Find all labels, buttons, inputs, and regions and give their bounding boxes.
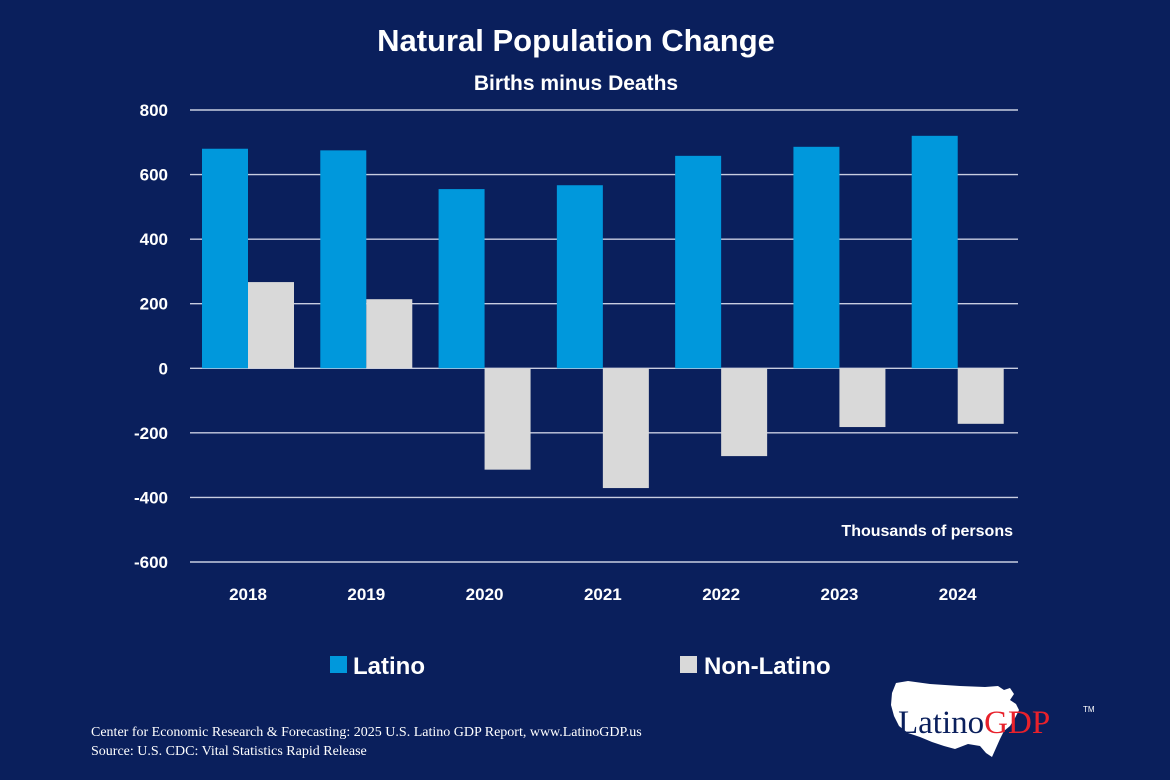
x-axis-ticks: 2018 2019 2020 2021 2022 2023 2024 <box>229 585 977 604</box>
y-tick-label: 400 <box>140 230 168 249</box>
latinogdp-logo: LatinoGDP TM <box>891 681 1095 757</box>
chart-subtitle: Births minus Deaths <box>474 72 678 95</box>
footer-source: Source: U.S. CDC: Vital Statistics Rapid… <box>91 744 367 759</box>
footer-credit: Center for Economic Research & Forecasti… <box>91 725 642 740</box>
bar-latino-2019 <box>320 150 367 369</box>
x-tick-label: 2023 <box>821 585 859 604</box>
legend-label-latino: Latino <box>353 653 425 680</box>
x-tick-label: 2022 <box>702 585 740 604</box>
bar-non-latino-2021 <box>602 368 649 489</box>
svg-text:LatinoGDP: LatinoGDP <box>898 705 1050 741</box>
bar-latino-2024 <box>911 135 958 369</box>
bar-latino-2021 <box>556 185 603 369</box>
x-tick-label: 2018 <box>229 585 267 604</box>
y-tick-label: 600 <box>140 166 168 185</box>
x-tick-label: 2020 <box>466 585 504 604</box>
x-tick-label: 2024 <box>939 585 977 604</box>
bar-latino-2022 <box>675 155 722 369</box>
units-label: Thousands of persons <box>841 523 1013 540</box>
bar-non-latino-2022 <box>721 368 768 457</box>
y-tick-label: 200 <box>140 295 168 314</box>
bar-non-latino-2023 <box>839 368 886 428</box>
bar-non-latino-2024 <box>957 368 1004 424</box>
legend-swatch-latino <box>330 656 347 673</box>
bars <box>202 135 1004 489</box>
legend: Latino Non-Latino <box>330 653 831 680</box>
x-tick-label: 2019 <box>347 585 385 604</box>
legend-swatch-non-latino <box>680 656 697 673</box>
bar-latino-2023 <box>793 146 840 369</box>
bar-latino-2018 <box>202 148 248 369</box>
bar-non-latino-2019 <box>366 299 413 369</box>
logo-trademark: TM <box>1083 705 1095 714</box>
y-tick-label: -400 <box>134 488 168 507</box>
y-axis-ticks: 800 600 400 200 0 -200 -400 -600 <box>134 101 168 572</box>
logo-text-latino: Latino <box>898 705 984 741</box>
y-tick-label: -600 <box>134 553 168 572</box>
bar-non-latino-2018 <box>248 282 294 369</box>
y-tick-label: -200 <box>134 424 168 443</box>
bar-non-latino-2020 <box>484 368 531 470</box>
y-tick-label: 0 <box>159 359 168 378</box>
logo-text-gdp: GDP <box>984 705 1050 741</box>
x-tick-label: 2021 <box>584 585 622 604</box>
bar-latino-2020 <box>438 189 485 369</box>
usa-map-icon <box>891 681 1019 757</box>
y-tick-label: 800 <box>140 101 168 120</box>
chart-title: Natural Population Change <box>377 23 775 58</box>
legend-label-non-latino: Non-Latino <box>704 653 831 680</box>
